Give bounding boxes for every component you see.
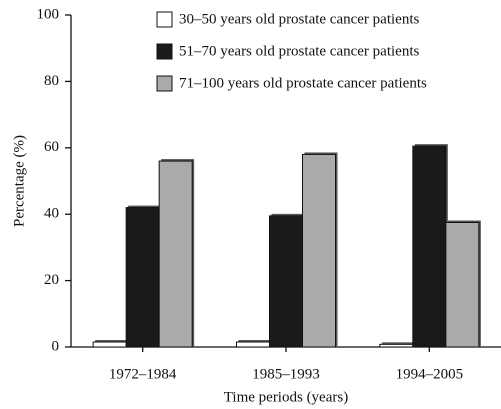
x-axis-label: Time periods (years) bbox=[224, 389, 348, 405]
bar bbox=[269, 215, 303, 348]
y-axis-label: Percentage (%) bbox=[11, 135, 27, 227]
bar bbox=[379, 343, 414, 348]
y-tick-label: 20 bbox=[44, 272, 59, 288]
y-tick-label: 80 bbox=[44, 73, 59, 89]
legend-swatch bbox=[156, 75, 173, 92]
legend-swatch bbox=[156, 11, 173, 28]
bar bbox=[92, 341, 127, 348]
y-tick-label: 100 bbox=[37, 6, 60, 22]
bar bbox=[158, 160, 193, 348]
y-tick-label: 0 bbox=[52, 338, 60, 354]
legend-label: 51–70 years old prostate cancer patients bbox=[179, 43, 419, 59]
bar bbox=[412, 145, 447, 348]
x-tick-label: 1985–1993 bbox=[252, 366, 320, 382]
x-tick-label: 1972–1984 bbox=[109, 366, 177, 382]
bar bbox=[302, 153, 336, 348]
y-tick-label: 60 bbox=[44, 139, 59, 155]
legend-label: 71–100 years old prostate cancer patient… bbox=[179, 75, 427, 91]
bar bbox=[236, 341, 270, 348]
y-tick-label: 40 bbox=[44, 206, 59, 222]
x-tick-label: 1994–2005 bbox=[396, 366, 464, 382]
bar bbox=[445, 222, 480, 348]
bar bbox=[125, 207, 160, 348]
legend-label: 30–50 years old prostate cancer patients bbox=[179, 11, 419, 27]
legend-swatch bbox=[156, 43, 173, 60]
